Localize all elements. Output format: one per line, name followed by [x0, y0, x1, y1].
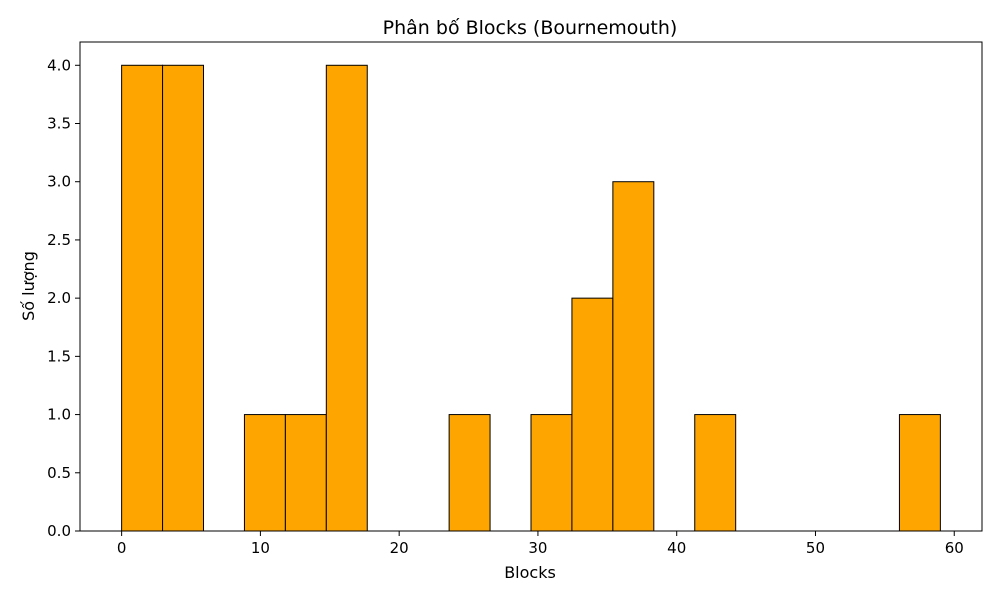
- y-tick-label: 4.0: [47, 56, 71, 74]
- x-axis-label: Blocks: [504, 563, 556, 582]
- y-axis-label: Số lượng: [19, 251, 38, 321]
- x-tick-label: 20: [390, 539, 409, 557]
- x-tick-label: 0: [117, 539, 127, 557]
- histogram-bar: [284, 414, 327, 532]
- x-tick-label: 50: [806, 539, 825, 557]
- y-tick-label: 2.0: [47, 289, 71, 307]
- y-tick-label: 1.0: [47, 406, 71, 424]
- y-tick-label: 0.0: [47, 522, 71, 540]
- histogram-bar: [530, 414, 573, 532]
- histogram-bar: [162, 64, 205, 532]
- histogram-bar: [694, 414, 737, 532]
- x-tick-label: 30: [528, 539, 547, 557]
- histogram-bar: [325, 64, 368, 532]
- y-tick-label: 0.5: [47, 464, 71, 482]
- histogram-bar: [898, 414, 941, 532]
- x-tick-label: 40: [667, 539, 686, 557]
- y-tick-label: 2.5: [47, 231, 71, 249]
- chart-title: Phân bố Blocks (Bournemouth): [383, 17, 678, 39]
- y-tick-label: 3.5: [47, 115, 71, 133]
- y-tick-label: 1.5: [47, 347, 71, 365]
- y-tick-label: 3.0: [47, 173, 71, 191]
- x-tick-label: 10: [251, 539, 270, 557]
- x-tick-label: 60: [945, 539, 964, 557]
- histogram-bar: [571, 297, 614, 532]
- histogram-bar: [243, 414, 286, 532]
- plot-frame: [79, 41, 983, 532]
- bars-layer: [121, 64, 941, 532]
- y-axis: 0.0 0.5 1.0 1.5 2.0 2.5 3.0 3.5 4.0: [47, 56, 80, 540]
- histogram-bar: [121, 64, 164, 532]
- x-axis: 0 10 20 30 40 50 60: [117, 531, 964, 557]
- histogram-bar: [612, 181, 655, 532]
- histogram-bar: [448, 414, 491, 532]
